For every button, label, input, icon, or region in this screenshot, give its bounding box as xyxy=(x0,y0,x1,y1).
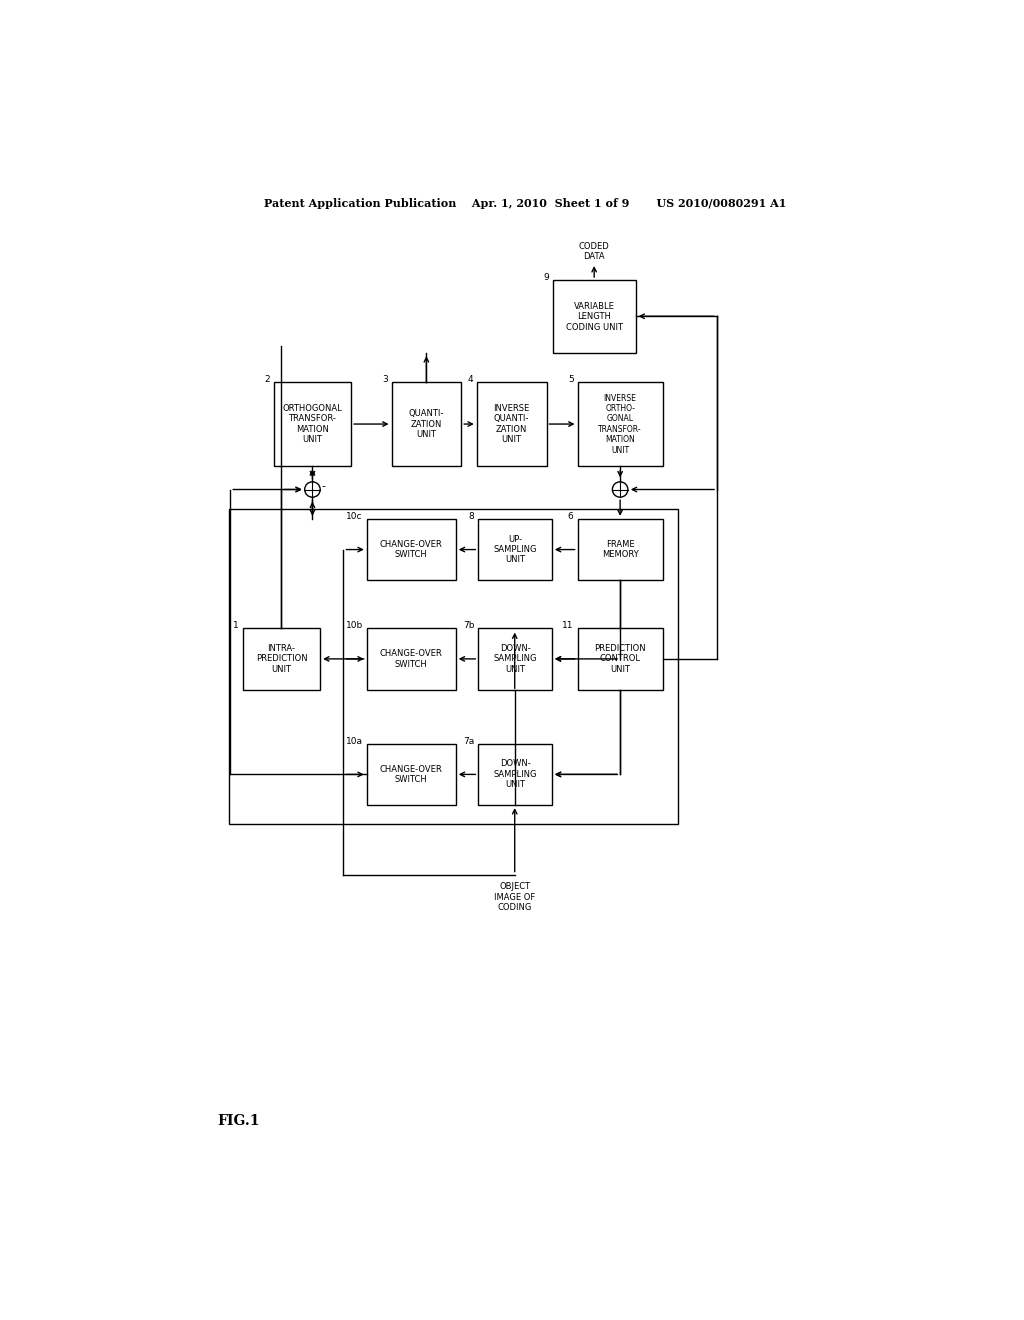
Text: 10c: 10c xyxy=(346,512,362,521)
Text: 1: 1 xyxy=(233,622,239,631)
Text: Patent Application Publication    Apr. 1, 2010  Sheet 1 of 9       US 2010/00802: Patent Application Publication Apr. 1, 2… xyxy=(263,198,786,209)
Text: CHANGE-OVER
SWITCH: CHANGE-OVER SWITCH xyxy=(380,764,442,784)
Text: DOWN-
SAMPLING
UNIT: DOWN- SAMPLING UNIT xyxy=(494,759,537,789)
Bar xyxy=(578,628,663,689)
Text: 7b: 7b xyxy=(463,622,474,631)
Bar xyxy=(243,628,321,689)
Bar xyxy=(578,381,663,466)
Text: FRAME
MEMORY: FRAME MEMORY xyxy=(602,540,639,560)
Text: CHANGE-OVER
SWITCH: CHANGE-OVER SWITCH xyxy=(380,540,442,560)
Text: ORTHOGONAL
TRANSFOR-
MATION
UNIT: ORTHOGONAL TRANSFOR- MATION UNIT xyxy=(283,404,342,444)
Bar xyxy=(553,280,636,354)
Text: 10a: 10a xyxy=(346,737,362,746)
Text: QUANTI-
ZATION
UNIT: QUANTI- ZATION UNIT xyxy=(409,409,444,440)
Bar xyxy=(367,519,456,581)
Bar xyxy=(478,519,552,581)
Text: OBJECT
IMAGE OF
CODING: OBJECT IMAGE OF CODING xyxy=(495,882,536,912)
Bar xyxy=(477,381,547,466)
Text: CODED
DATA: CODED DATA xyxy=(579,242,609,261)
Text: 4: 4 xyxy=(467,375,473,384)
Bar xyxy=(367,743,456,805)
Text: 7a: 7a xyxy=(463,737,474,746)
Bar xyxy=(478,628,552,689)
Text: 2: 2 xyxy=(264,375,270,384)
Text: 5: 5 xyxy=(568,375,573,384)
Text: -: - xyxy=(322,480,326,491)
Text: INVERSE
QUANTI-
ZATION
UNIT: INVERSE QUANTI- ZATION UNIT xyxy=(494,404,529,444)
Bar xyxy=(578,519,663,581)
Text: VARIABLE
LENGTH
CODING UNIT: VARIABLE LENGTH CODING UNIT xyxy=(565,302,623,331)
Text: 10b: 10b xyxy=(345,622,362,631)
Text: 6: 6 xyxy=(568,512,573,521)
Bar xyxy=(391,381,461,466)
Bar xyxy=(273,381,351,466)
Text: 3: 3 xyxy=(382,375,388,384)
Text: INVERSE
ORTHO-
GONAL
TRANSFOR-
MATION
UNIT: INVERSE ORTHO- GONAL TRANSFOR- MATION UN… xyxy=(598,393,642,454)
Text: PREDICTION
CONTROL
UNIT: PREDICTION CONTROL UNIT xyxy=(594,644,646,673)
Text: DOWN-
SAMPLING
UNIT: DOWN- SAMPLING UNIT xyxy=(494,644,537,673)
Text: FIG.1: FIG.1 xyxy=(217,1114,260,1127)
Bar xyxy=(367,628,456,689)
Text: 11: 11 xyxy=(562,622,573,631)
Text: 8: 8 xyxy=(469,512,474,521)
Text: CHANGE-OVER
SWITCH: CHANGE-OVER SWITCH xyxy=(380,649,442,669)
Bar xyxy=(478,743,552,805)
Text: INTRA-
PREDICTION
UNIT: INTRA- PREDICTION UNIT xyxy=(256,644,307,673)
Bar xyxy=(228,508,678,825)
Text: 9: 9 xyxy=(543,273,549,282)
Text: UP-
SAMPLING
UNIT: UP- SAMPLING UNIT xyxy=(494,535,537,565)
